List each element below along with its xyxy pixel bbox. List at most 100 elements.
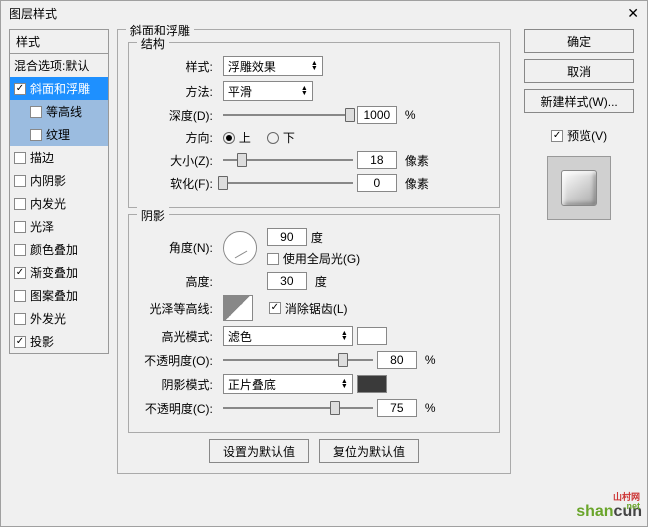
style-item-label: 图案叠加 — [30, 287, 78, 304]
soften-input[interactable]: 0 — [357, 174, 397, 192]
shading-fieldset: 阴影 角度(N): 90 度 使用全局光(G) — [128, 214, 500, 433]
style-checkbox[interactable] — [14, 313, 26, 325]
depth-label: 深度(D): — [139, 107, 219, 124]
soften-unit: 像素 — [405, 175, 429, 192]
style-checkbox[interactable] — [14, 290, 26, 302]
set-default-button[interactable]: 设置为默认值 — [209, 439, 309, 463]
style-item-0[interactable]: 斜面和浮雕 — [10, 77, 108, 100]
style-label: 样式: — [139, 58, 219, 75]
direction-up-radio[interactable] — [223, 132, 235, 144]
angle-input[interactable]: 90 — [267, 228, 307, 246]
cancel-button[interactable]: 取消 — [524, 59, 634, 83]
preview-label: 预览(V) — [567, 127, 607, 144]
structure-fieldset: 结构 样式: 浮雕效果▲▼ 方法: 平滑▲▼ 深度(D): 1000 % — [128, 42, 500, 208]
dialog-title: 图层样式 — [9, 5, 57, 22]
style-item-label: 等高线 — [46, 103, 82, 120]
style-item-8[interactable]: 渐变叠加 — [10, 261, 108, 284]
method-label: 方法: — [139, 83, 219, 100]
close-icon[interactable]: ✕ — [627, 5, 639, 22]
style-item-label: 颜色叠加 — [30, 241, 78, 258]
style-item-label: 渐变叠加 — [30, 264, 78, 281]
shadow-opacity-slider[interactable] — [223, 401, 373, 415]
style-checkbox[interactable] — [14, 83, 26, 95]
method-select[interactable]: 平滑▲▼ — [223, 81, 313, 101]
styles-header: 样式 — [9, 29, 109, 53]
chevron-updown-icon: ▲▼ — [341, 379, 348, 389]
style-item-4[interactable]: 内阴影 — [10, 169, 108, 192]
slider-thumb[interactable] — [218, 176, 228, 190]
shadow-mode-label: 阴影模式: — [139, 376, 219, 393]
style-item-11[interactable]: 投影 — [10, 330, 108, 353]
watermark: 山村网 shancun .net — [576, 503, 642, 521]
slider-thumb[interactable] — [237, 153, 247, 167]
soften-slider[interactable] — [223, 176, 353, 190]
reset-default-button[interactable]: 复位为默认值 — [319, 439, 419, 463]
style-item-5[interactable]: 内发光 — [10, 192, 108, 215]
style-checkbox[interactable] — [14, 267, 26, 279]
style-checkbox[interactable] — [14, 198, 26, 210]
highlight-opacity-slider[interactable] — [223, 353, 373, 367]
style-checkbox[interactable] — [30, 129, 42, 141]
style-item-7[interactable]: 颜色叠加 — [10, 238, 108, 261]
depth-slider[interactable] — [223, 108, 353, 122]
ok-button[interactable]: 确定 — [524, 29, 634, 53]
styles-panel: 样式 混合选项:默认 斜面和浮雕等高线纹理描边内阴影内发光光泽颜色叠加渐变叠加图… — [9, 29, 109, 478]
global-light-checkbox[interactable] — [267, 253, 279, 265]
layer-style-dialog: 图层样式 ✕ 样式 混合选项:默认 斜面和浮雕等高线纹理描边内阴影内发光光泽颜色… — [0, 0, 648, 527]
preview-box — [547, 156, 611, 220]
style-item-label: 光泽 — [30, 218, 54, 235]
style-item-3[interactable]: 描边 — [10, 146, 108, 169]
style-item-label: 斜面和浮雕 — [30, 80, 90, 97]
shadow-mode-select[interactable]: 正片叠底▲▼ — [223, 374, 353, 394]
chevron-updown-icon: ▲▼ — [341, 331, 348, 341]
style-item-label: 内发光 — [30, 195, 66, 212]
style-checkbox[interactable] — [30, 106, 42, 118]
contour-picker[interactable] — [223, 295, 253, 321]
shading-title: 阴影 — [137, 207, 169, 224]
style-item-9[interactable]: 图案叠加 — [10, 284, 108, 307]
gloss-contour-label: 光泽等高线: — [139, 300, 219, 317]
style-checkbox[interactable] — [14, 244, 26, 256]
direction-down-radio[interactable] — [267, 132, 279, 144]
slider-thumb[interactable] — [338, 353, 348, 367]
size-slider[interactable] — [223, 153, 353, 167]
size-input[interactable]: 18 — [357, 151, 397, 169]
angle-control[interactable] — [223, 231, 257, 265]
new-style-button[interactable]: 新建样式(W)... — [524, 89, 634, 113]
slider-thumb[interactable] — [330, 401, 340, 415]
angle-label: 角度(N): — [139, 239, 219, 256]
style-item-label: 外发光 — [30, 310, 66, 327]
style-checkbox[interactable] — [14, 336, 26, 348]
blend-options[interactable]: 混合选项:默认 — [10, 54, 108, 77]
depth-input[interactable]: 1000 — [357, 106, 397, 124]
antialias-checkbox[interactable] — [269, 302, 281, 314]
size-unit: 像素 — [405, 152, 429, 169]
style-item-10[interactable]: 外发光 — [10, 307, 108, 330]
direction-label: 方向: — [139, 129, 219, 146]
highlight-opacity-input[interactable]: 80 — [377, 351, 417, 369]
style-item-label: 内阴影 — [30, 172, 66, 189]
shadow-opacity-label: 不透明度(C): — [139, 400, 219, 417]
style-checkbox[interactable] — [14, 152, 26, 164]
style-checkbox[interactable] — [14, 175, 26, 187]
style-checkbox[interactable] — [14, 221, 26, 233]
style-item-label: 描边 — [30, 149, 54, 166]
style-select[interactable]: 浮雕效果▲▼ — [223, 56, 323, 76]
structure-title: 结构 — [137, 35, 169, 52]
style-item-2[interactable]: 纹理 — [10, 123, 108, 146]
style-item-label: 纹理 — [46, 126, 70, 143]
style-item-1[interactable]: 等高线 — [10, 100, 108, 123]
right-panel: 确定 取消 新建样式(W)... 预览(V) — [519, 29, 639, 478]
highlight-mode-select[interactable]: 滤色▲▼ — [223, 326, 353, 346]
preview-checkbox[interactable] — [551, 130, 563, 142]
shadow-opacity-input[interactable]: 75 — [377, 399, 417, 417]
soften-label: 软化(F): — [139, 175, 219, 192]
altitude-input[interactable]: 30 — [267, 272, 307, 290]
shadow-color-swatch[interactable] — [357, 375, 387, 393]
titlebar: 图层样式 ✕ — [1, 1, 647, 25]
bevel-fieldset: 斜面和浮雕 结构 样式: 浮雕效果▲▼ 方法: 平滑▲▼ 深度(D): 1000 — [117, 29, 511, 474]
slider-thumb[interactable] — [345, 108, 355, 122]
style-item-6[interactable]: 光泽 — [10, 215, 108, 238]
highlight-color-swatch[interactable] — [357, 327, 387, 345]
chevron-updown-icon: ▲▼ — [311, 61, 318, 71]
